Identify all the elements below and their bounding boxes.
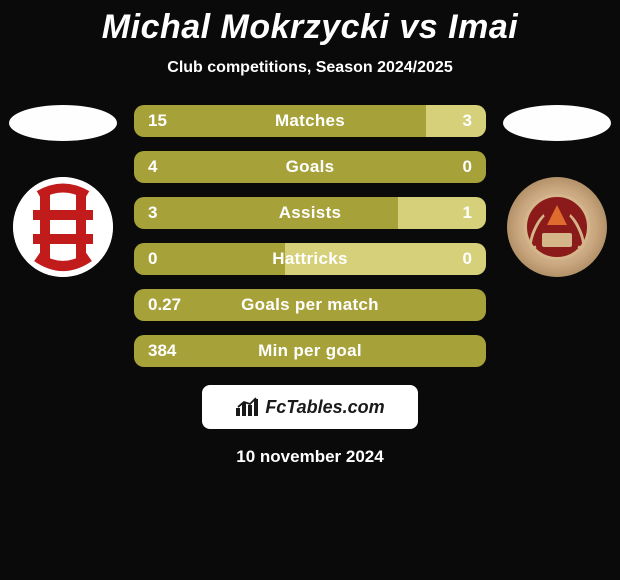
value-right: 0 [463,249,472,269]
value-right: 1 [463,203,472,223]
player-avatar-left [9,105,117,141]
bar-segment-left: 3 [134,197,398,229]
bar-row: 31Assists [134,197,486,229]
value-right: 3 [463,111,472,131]
right-side [502,105,612,277]
value-right: 0 [463,157,486,177]
left-side [8,105,118,277]
chart-icon [235,397,259,417]
footer-brand-text: FcTables.com [265,397,384,418]
bar-segment-left: 15 [134,105,426,137]
bar-segment-right: 1 [398,197,486,229]
bar-row: 153Matches [134,105,486,137]
subtitle: Club competitions, Season 2024/2025 [0,59,620,77]
value-left: 0 [148,249,157,269]
bar-segment-left: 40 [134,151,486,183]
player-avatar-right [503,105,611,141]
bar-segment-left: 384 [134,335,486,367]
bar-row: 40Goals [134,151,486,183]
value-left: 0.27 [148,295,181,315]
value-left: 384 [148,341,176,361]
value-left: 15 [148,111,167,131]
bar-row: 384Min per goal [134,335,486,367]
club-crest-right [507,177,607,277]
bar-segment-left: 0.27 [134,289,486,321]
bar-segment-right: 3 [426,105,486,137]
bar-segment-left: 0 [134,243,285,275]
comparison-content: 153Matches40Goals31Assists00Hattricks0.2… [0,105,620,367]
comparison-bars: 153Matches40Goals31Assists00Hattricks0.2… [118,105,502,367]
bar-row: 0.27Goals per match [134,289,486,321]
footer-brand: FcTables.com [202,385,418,429]
value-left: 3 [148,203,157,223]
club-crest-left [13,177,113,277]
value-left: 4 [148,157,157,177]
bar-segment-right: 0 [285,243,486,275]
bar-row: 00Hattricks [134,243,486,275]
page-title: Michal Mokrzycki vs Imai [0,0,620,47]
date-text: 10 november 2024 [0,447,620,467]
